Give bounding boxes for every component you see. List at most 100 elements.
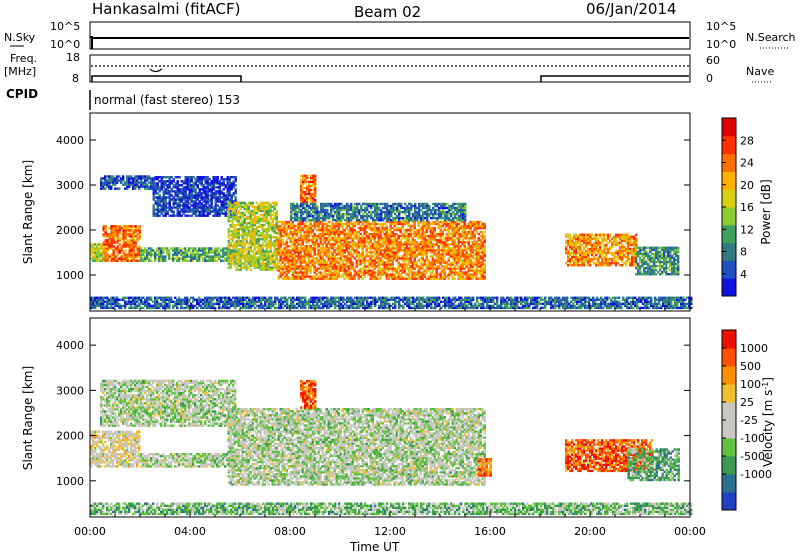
power-cell-r3 (126, 185, 129, 188)
power-cell-r6 (319, 271, 322, 274)
power-cell-r4 (156, 204, 159, 207)
power-cell-r4 (190, 188, 193, 191)
power-cell-r6 (287, 267, 290, 270)
power-cell-r6 (307, 234, 310, 238)
power-cell-r4 (176, 208, 179, 211)
power-cell-r5 (255, 262, 258, 265)
power-cell-r1 (122, 235, 125, 238)
power-cell-r6 (283, 271, 286, 274)
power-cell-r5 (231, 217, 234, 221)
power-cell-r2 (210, 249, 213, 252)
power-cell-r5 (233, 236, 236, 239)
power-cell-r6 (339, 257, 342, 260)
power-cell-r6 (331, 247, 334, 250)
power-cell-r4 (166, 206, 169, 209)
power-cell-r5 (237, 250, 240, 253)
power-cell-r1 (110, 225, 113, 228)
power-cell-r5 (231, 230, 234, 233)
power-cell-r5 (249, 264, 252, 267)
power-cell-r5 (275, 252, 278, 255)
power-cell-r1 (106, 233, 109, 236)
power-cell-r6 (353, 257, 356, 260)
power-cell-r6 (365, 247, 368, 250)
power-cell-r5 (245, 268, 248, 271)
power-cell-r6 (341, 267, 344, 270)
power-cell-r4 (194, 182, 197, 185)
power-cell-r5 (265, 266, 268, 269)
power-cell-r8 (410, 208, 413, 212)
power-cell-r1 (128, 241, 131, 244)
power-cell-r4 (176, 176, 179, 179)
freq-units: [MHz] (4, 65, 36, 78)
power-cell-r4 (218, 182, 221, 185)
power-cell-r1 (106, 255, 109, 258)
power-cell-r1 (116, 249, 119, 252)
power-cell-r5 (261, 242, 264, 245)
power-cell-r6 (279, 251, 282, 254)
power-cell-r2 (226, 257, 229, 260)
power-cell-r1 (128, 249, 131, 252)
power-cell-r6 (313, 261, 316, 264)
power-cell-r1 (104, 231, 107, 234)
power-cell-r5 (239, 234, 242, 237)
power-cell-r1 (114, 255, 117, 258)
power-cell-r6 (373, 253, 376, 256)
power-cell-r3 (150, 187, 153, 190)
power-cell-r5 (275, 215, 278, 219)
power-cell-r4 (178, 210, 181, 213)
power-cell-r2 (154, 253, 157, 256)
power-cell-r6 (359, 259, 362, 262)
power-cell-r6 (311, 259, 314, 262)
power-cell-r0 (90, 257, 93, 260)
power-cell-r4 (196, 180, 199, 183)
power-cell-r5 (245, 264, 248, 267)
power-cell-r5 (247, 258, 250, 261)
power-cell-r1 (122, 237, 125, 240)
power-cell-r4 (160, 182, 163, 185)
power-cell-r6 (279, 265, 282, 268)
power-cell-r5 (251, 240, 254, 243)
power-cell-r4 (188, 180, 191, 183)
power-cell-r1 (102, 253, 105, 256)
power-cell-r2 (188, 247, 191, 250)
power-cell-r6 (337, 224, 340, 228)
power-cell-r5 (259, 225, 262, 229)
power-cell-r5 (273, 262, 276, 265)
power-cell-r2 (144, 255, 147, 258)
power-cell-r6 (277, 267, 280, 270)
power-cell-r6 (297, 255, 300, 258)
power-cell-r6 (289, 255, 292, 258)
power-cell-r6 (321, 228, 324, 232)
power-cell-r6 (353, 220, 356, 224)
power-cell-r4 (186, 214, 189, 217)
power-cell-r5 (243, 201, 246, 205)
power-cell-r2 (156, 249, 159, 252)
power-cell-r6 (293, 269, 296, 272)
power-cell-r8 (324, 219, 327, 222)
power-cell-r4 (214, 206, 217, 209)
power-cell-r4 (184, 204, 187, 207)
power-cell-r1 (134, 235, 137, 238)
power-cell-r6 (333, 259, 336, 262)
power-cell-r4 (154, 202, 157, 205)
power-cell-r5 (265, 228, 268, 231)
power-cell-r6 (289, 228, 292, 232)
power-cell-r4 (206, 210, 209, 213)
power-cell-r4 (200, 188, 203, 191)
power-cell-r5 (233, 252, 236, 255)
power-cell-r6 (351, 245, 354, 248)
power-cell-r7 (306, 174, 309, 178)
power-cell-r5 (243, 242, 246, 245)
power-cell-r3 (106, 179, 109, 182)
power-cell-r5 (235, 240, 238, 243)
power-cell-r6 (369, 245, 372, 248)
power-cell-r3 (122, 175, 125, 178)
power-cell-r3 (114, 187, 117, 190)
power-cell-r5 (229, 244, 232, 247)
power-cell-r5 (253, 221, 256, 225)
power-cell-r4 (234, 190, 237, 193)
power-cell-r2 (142, 253, 145, 256)
power-cell-r2 (210, 247, 213, 250)
power-cell-r1 (136, 227, 139, 230)
power-cell-r4 (206, 188, 209, 191)
